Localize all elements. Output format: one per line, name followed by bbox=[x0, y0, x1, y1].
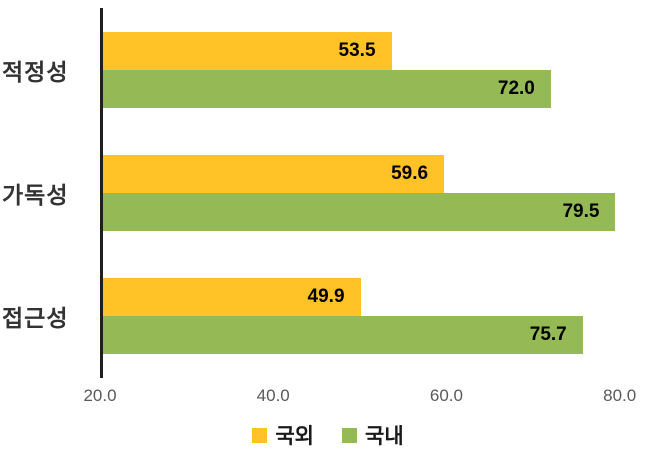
legend-label: 국외 bbox=[275, 425, 314, 448]
legend-label: 국내 bbox=[365, 425, 404, 448]
bar-value-label: 53.5 bbox=[338, 39, 376, 61]
x-tick-label: 80.0 bbox=[603, 386, 637, 405]
bar-국내: 79.5 bbox=[103, 192, 616, 231]
bar-value-label: 59.6 bbox=[391, 162, 429, 184]
category-label: 적정성 bbox=[2, 58, 69, 85]
bar-국외: 59.6 bbox=[103, 154, 445, 193]
plot-area: 53.5 72.0 59.6 79.5 49.9 75.7 bbox=[100, 8, 637, 378]
bar-value-label: 75.7 bbox=[529, 324, 567, 346]
bar-value-label: 79.5 bbox=[562, 200, 600, 222]
legend-swatch bbox=[342, 427, 357, 443]
category-label: 가독성 bbox=[2, 181, 69, 208]
bar-group: 53.5 72.0 bbox=[103, 31, 637, 108]
legend-item-국외: 국외 bbox=[252, 420, 314, 450]
legend-swatch bbox=[252, 427, 268, 443]
bar-국내: 75.7 bbox=[103, 316, 583, 355]
bar-value-label: 72.0 bbox=[497, 77, 535, 99]
bar-group: 49.9 75.7 bbox=[103, 278, 637, 355]
legend-item-국내: 국내 bbox=[342, 420, 404, 450]
x-tick-label: 20.0 bbox=[83, 386, 117, 405]
x-tick-label: 40.0 bbox=[256, 386, 290, 405]
x-tick-label: 60.0 bbox=[429, 386, 463, 405]
bar-국내: 72.0 bbox=[103, 69, 551, 108]
bar-국외: 49.9 bbox=[103, 278, 361, 317]
category-label: 접근성 bbox=[2, 305, 69, 332]
bar-value-label: 49.9 bbox=[307, 286, 345, 308]
bar-국외: 53.5 bbox=[103, 31, 392, 70]
legend: 국외 국내 bbox=[0, 420, 656, 450]
x-axis-tick-labels: 20.0 40.0 60.0 80.0 bbox=[83, 386, 637, 410]
bar-group: 59.6 79.5 bbox=[103, 154, 637, 231]
